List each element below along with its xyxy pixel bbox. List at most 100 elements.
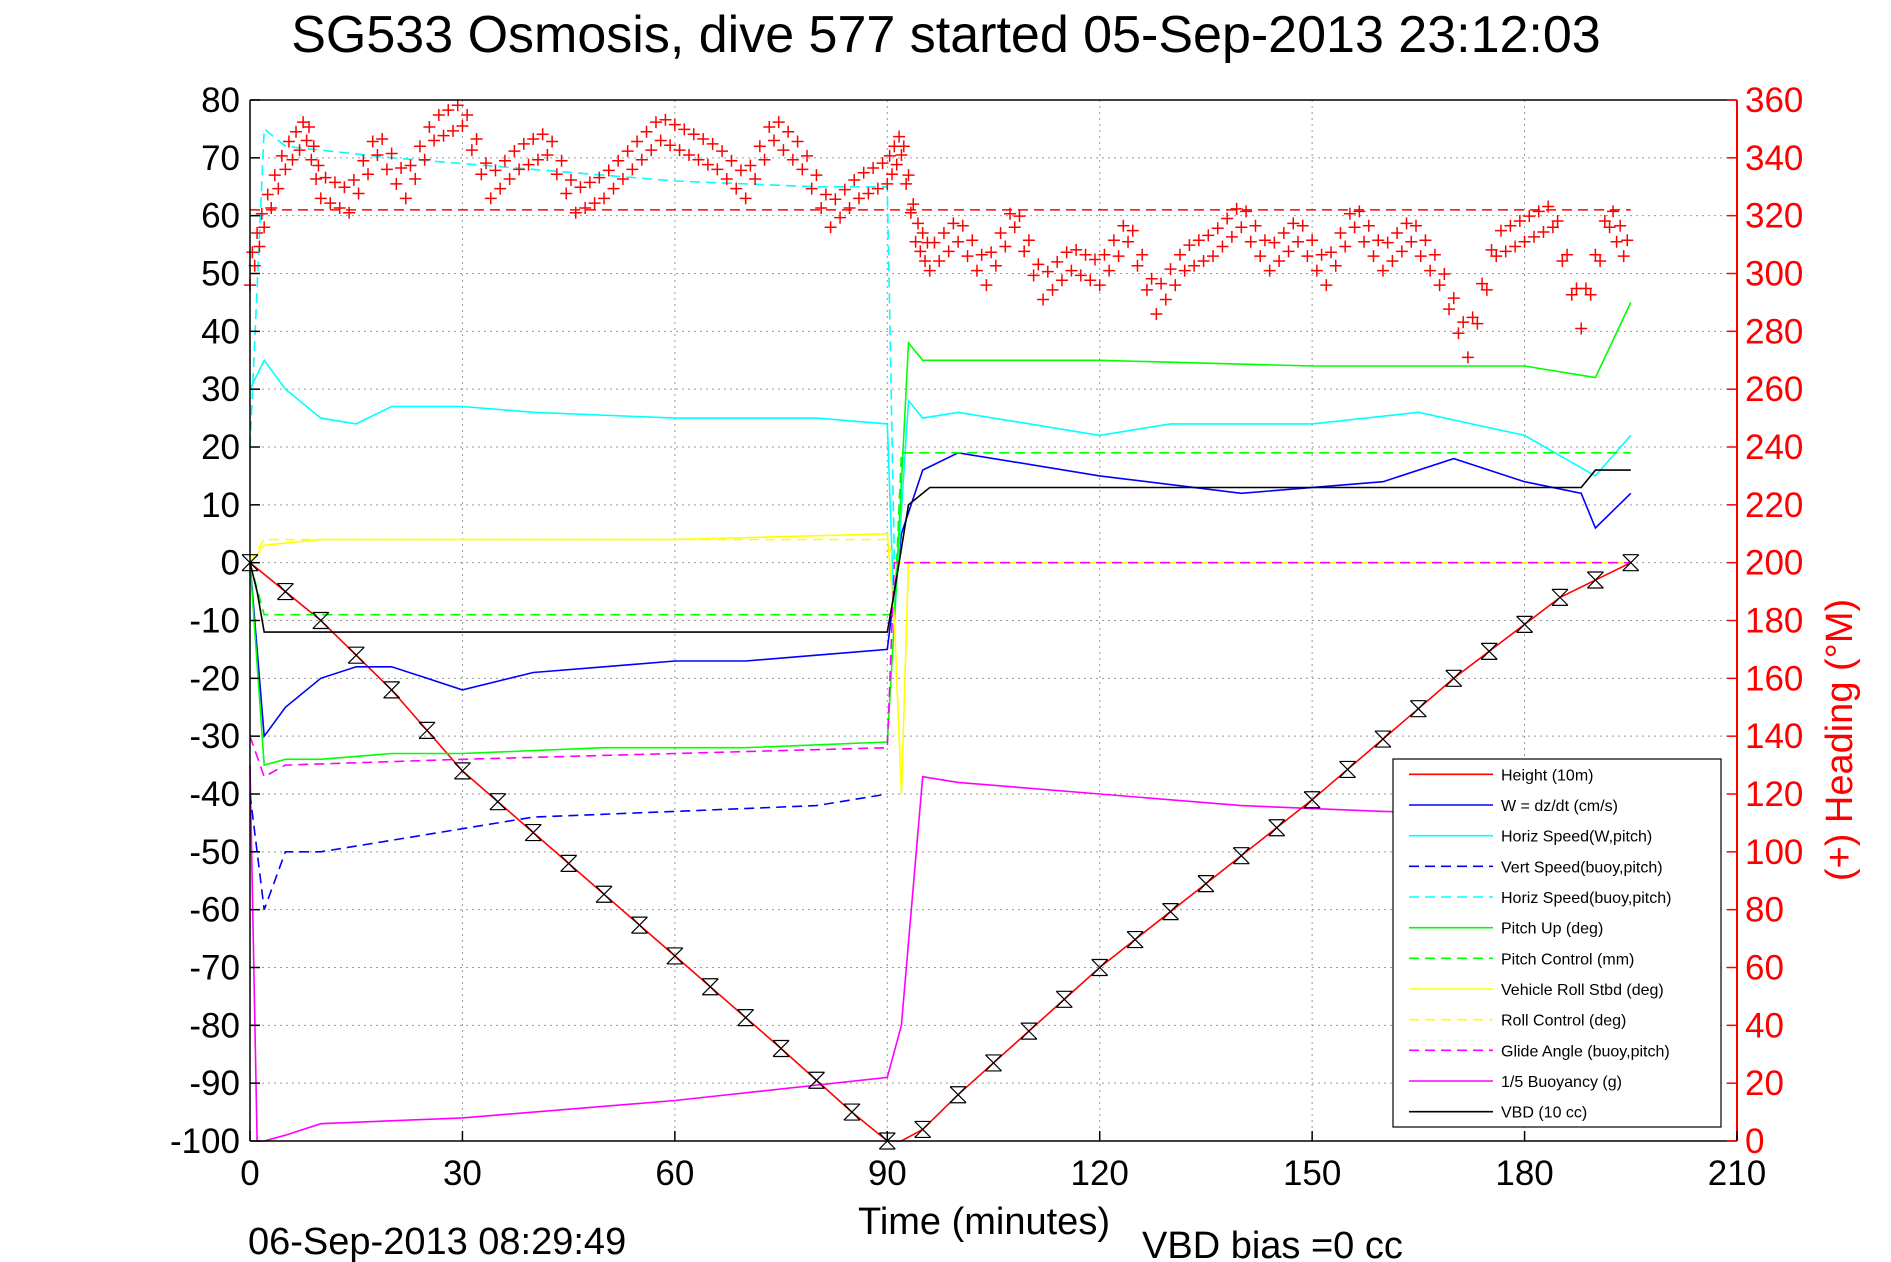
heading-marker [1334, 227, 1347, 240]
depth-marker [1020, 1022, 1038, 1040]
heading-marker [1343, 207, 1356, 220]
heading-marker [916, 227, 929, 240]
heading-marker [1528, 230, 1541, 243]
heading-marker [1112, 250, 1125, 263]
heading-marker [376, 133, 389, 146]
heading-marker [928, 236, 941, 249]
heading-marker [1126, 224, 1139, 237]
heading-marker [1004, 207, 1017, 220]
series-line-4 [249, 127, 896, 563]
heading-marker [763, 120, 776, 133]
heading-marker [1268, 236, 1281, 249]
heading-marker [451, 99, 464, 112]
y-right-tick-label: 180 [1745, 602, 1803, 641]
heading-marker [1145, 272, 1158, 285]
depth-marker [843, 1103, 861, 1121]
heading-marker [801, 149, 814, 162]
heading-marker [413, 140, 426, 153]
depth-marker [560, 854, 578, 872]
heading-marker [265, 201, 278, 214]
heading-marker [297, 116, 310, 129]
heading-marker [664, 139, 677, 152]
heading-marker [314, 192, 327, 205]
heading-marker [1621, 234, 1634, 247]
heading-marker [645, 144, 658, 157]
heading-marker [1447, 292, 1460, 305]
x-tick-label: 90 [868, 1154, 907, 1193]
depth-marker [418, 721, 436, 739]
heading-marker [961, 250, 974, 263]
heading-marker [697, 133, 710, 146]
heading-marker [1225, 230, 1238, 243]
heading-marker [631, 135, 644, 148]
depth-marker [1055, 990, 1073, 1008]
y-right-tick-label: 340 [1745, 139, 1803, 178]
depth-marker [985, 1054, 1002, 1072]
heading-marker [1178, 264, 1191, 277]
heading-marker [293, 144, 306, 157]
heading-markers [244, 99, 1634, 364]
heading-marker [933, 254, 946, 267]
heading-marker [1386, 254, 1399, 267]
heading-marker [366, 135, 379, 148]
heading-marker [900, 177, 913, 190]
heading-marker [286, 153, 299, 166]
heading-marker [1103, 264, 1116, 277]
heading-marker [796, 163, 809, 176]
footer-vbd-bias: VBD bias =0 cc [1142, 1225, 1403, 1262]
y-left-tick-label: -50 [189, 833, 240, 872]
heading-marker [1405, 235, 1418, 248]
heading-marker [1155, 277, 1168, 290]
heading-marker [333, 201, 346, 214]
heading-marker [1494, 224, 1507, 237]
heading-marker [782, 125, 795, 138]
heading-marker [1575, 322, 1588, 335]
heading-marker [1249, 219, 1262, 232]
heading-marker [1244, 235, 1257, 248]
depth-marker [666, 947, 684, 965]
heading-marker [442, 104, 455, 117]
heading-marker [1362, 219, 1375, 232]
depth-marker [1268, 819, 1286, 837]
y-right-tick-label: 120 [1745, 775, 1803, 814]
heading-marker [883, 149, 896, 162]
heading-marker [550, 168, 563, 181]
heading-marker [1509, 240, 1522, 253]
heading-marker [380, 163, 393, 176]
heading-marker [767, 134, 780, 147]
y-right-tick-label: 320 [1745, 197, 1803, 236]
depth-marker [312, 611, 330, 630]
heading-marker [1476, 277, 1489, 290]
heading-marker [734, 164, 747, 177]
heading-marker [1325, 246, 1338, 259]
heading-marker [829, 193, 842, 206]
heading-marker [588, 197, 601, 210]
heading-marker [956, 219, 969, 232]
heading-marker [246, 246, 259, 259]
legend: Height (10m) W = dz/dt (cm/s) Horiz Speed(… [1392, 758, 1722, 1128]
heading-marker [1240, 205, 1253, 218]
heading-marker [824, 221, 837, 234]
heading-marker [1022, 234, 1035, 247]
heading-marker [1013, 210, 1026, 223]
heading-marker [881, 177, 894, 190]
heading-marker [555, 154, 568, 167]
series-line-9 [249, 561, 1631, 778]
depth-marker [772, 1039, 790, 1058]
heading-marker [911, 217, 924, 230]
heading-marker [1513, 214, 1526, 227]
heading-marker [513, 163, 526, 176]
heading-marker [579, 201, 592, 214]
heading-marker [517, 137, 530, 150]
heading-marker [275, 149, 288, 162]
heading-marker [1221, 212, 1234, 225]
depth-marker [1126, 930, 1144, 949]
heading-marker [1060, 246, 1073, 259]
heading-marker [952, 235, 965, 248]
heading-marker [437, 129, 450, 142]
heading-marker [1282, 245, 1295, 258]
heading-marker [1561, 248, 1574, 261]
series-line-1 [249, 451, 1632, 739]
y-left-tick-label: 50 [201, 255, 240, 294]
heading-marker [975, 248, 988, 261]
